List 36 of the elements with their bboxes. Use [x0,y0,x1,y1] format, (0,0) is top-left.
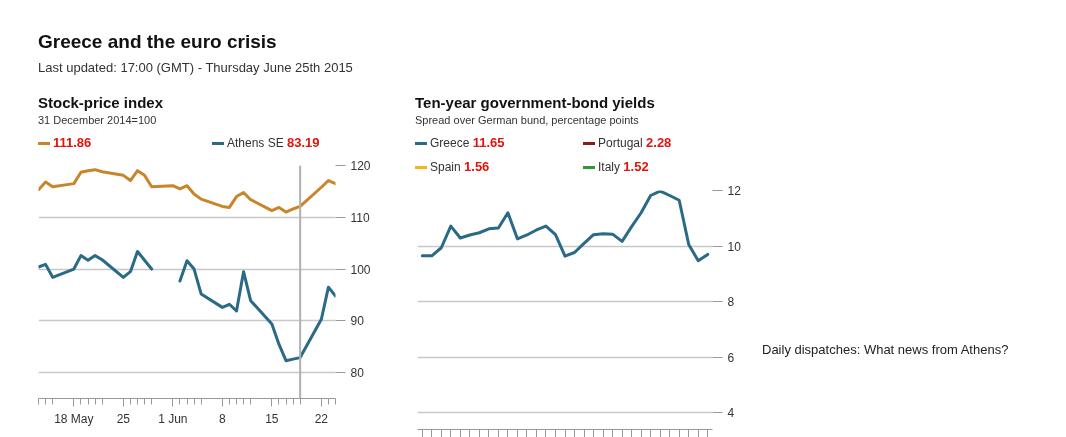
text: 83.19 [287,135,320,151]
x-tick-label: 15 [265,411,279,426]
chart-title: Stock-price index [38,93,165,113]
legend-label: Spain [430,160,461,175]
y-tick-label: 4 [727,406,735,421]
y-tick-label: 80 [350,366,365,381]
x-tick-label: 1 Jun [158,411,188,426]
text: 1.52 [623,159,649,175]
legend-label: Athens SE [227,136,284,151]
x-tick-label: 18 May [54,411,94,426]
x-tick-label: 8 [219,411,227,426]
y-tick-label: 6 [727,350,735,365]
text: 11.65 [472,135,505,151]
y-tick-label: 100 [350,262,371,277]
text: 2.28 [646,135,672,151]
legend-label: Greece [430,136,470,151]
y-tick-label: 90 [350,314,365,329]
chart-title: Ten-year government-bond yields [415,93,656,113]
legend-label: Italy [598,160,621,175]
y-tick-label: 110 [350,210,370,225]
y-tick-label: 12 [727,184,742,198]
text: 1.56 [464,159,490,175]
x-tick-label: 25 [116,411,131,426]
y-tick-label: 120 [350,159,371,173]
line-series [420,190,710,263]
text: 111.86 [53,135,92,151]
line-series [38,168,336,214]
x-tick-label: 22 [314,411,329,426]
y-tick-label: 8 [727,295,735,310]
text: Daily dispatches: What news from Athens? [762,341,1009,359]
chart-subtitle: 31 December 2014=100 [38,113,158,129]
text: Last updated: 17:00 (GMT) - Thursday June 25th 2015 [38,59,353,78]
chart-subtitle: Spread over German bund, percentage points [415,113,640,129]
y-tick-label: 10 [727,239,742,254]
legend-label: Portugal [598,136,643,151]
text: Greece and the euro crisis [38,30,278,54]
